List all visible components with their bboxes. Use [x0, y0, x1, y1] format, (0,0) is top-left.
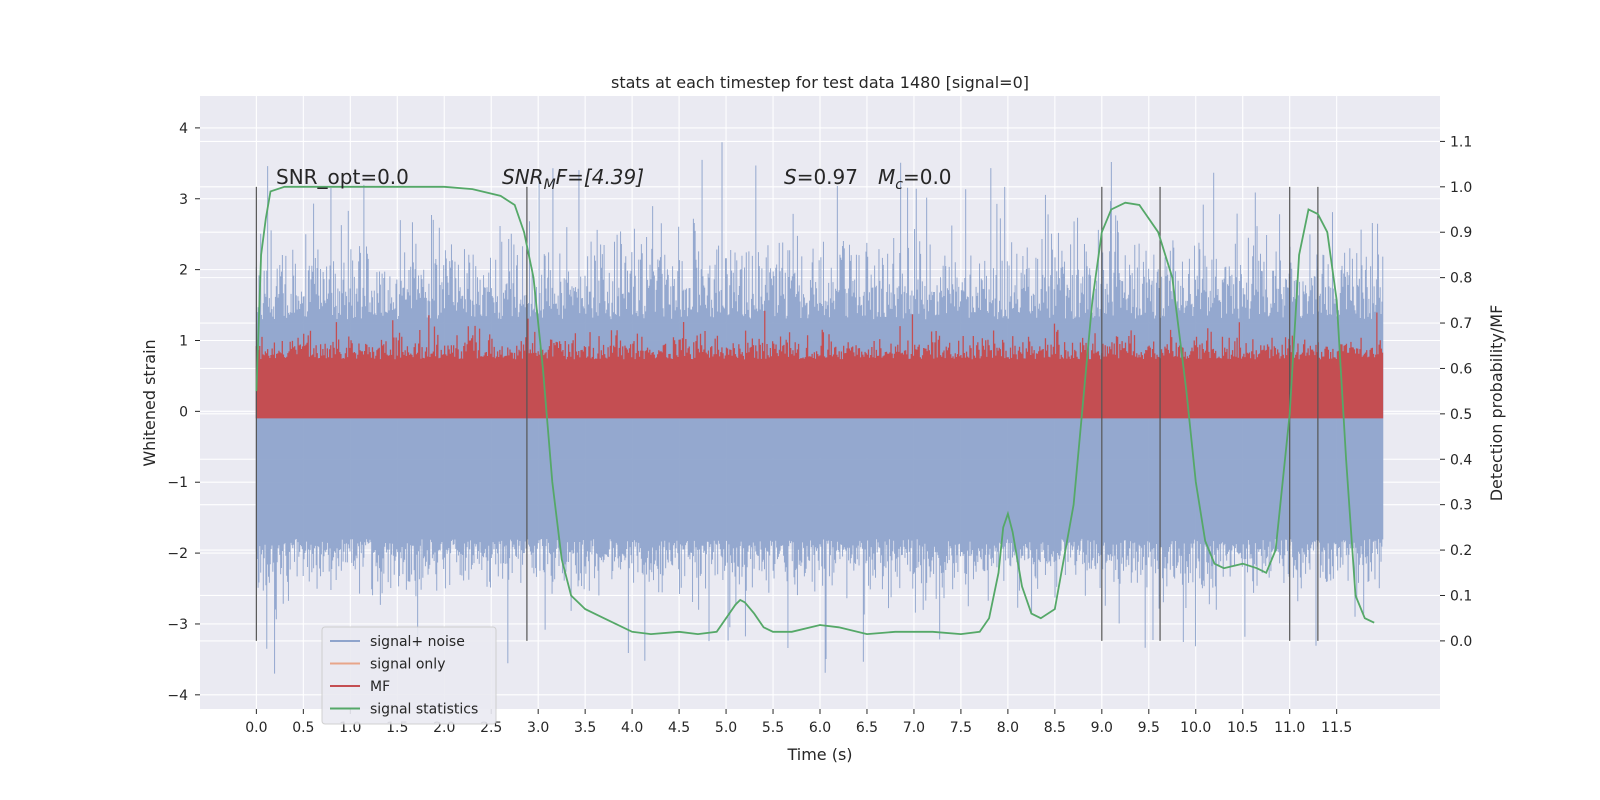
- y2-tick-label: 0.5: [1450, 407, 1472, 423]
- y-tick-label: 1: [179, 333, 188, 349]
- annotation-s: S=0.97: [784, 165, 858, 189]
- x-tick-label: 3.0: [527, 720, 549, 736]
- y-tick-label: −4: [167, 688, 188, 704]
- y2-tick-label: 0.6: [1450, 361, 1472, 377]
- y-axis-label: Whitened strain: [140, 339, 159, 466]
- y-tick-label: 2: [179, 263, 188, 279]
- annotation-snr-mf: SNRMF=[4.39]: [502, 165, 644, 193]
- y-tick-label: 4: [179, 121, 188, 137]
- y2-tick-label: 0.7: [1450, 316, 1472, 332]
- legend-entry: MF: [370, 679, 390, 695]
- x-tick-label: 4.5: [668, 720, 690, 736]
- x-tick-label: 9.0: [1091, 720, 1113, 736]
- x-tick-label: 7.0: [903, 720, 925, 736]
- chart-title: stats at each timestep for test data 148…: [611, 73, 1029, 92]
- y2-tick-label: 0.1: [1450, 588, 1472, 604]
- y2-axis-ticks: 1.1 1.0 0.9 0.8 0.7 0.6 0.5 0.4 0.3 0.2 0.1 0.0: [1440, 134, 1472, 650]
- annotation-mc: Mc=0.0: [878, 165, 952, 193]
- x-tick-label: 11.5: [1321, 720, 1352, 736]
- x-tick-label: 0.0: [245, 720, 267, 736]
- x-tick-label: 10.0: [1180, 720, 1211, 736]
- signal-statistics-line: [255, 185, 1375, 636]
- y2-tick-label: 0.0: [1450, 634, 1472, 650]
- annotation-snr-opt: SNR_opt=0.0: [276, 165, 409, 189]
- x-tick-label: 9.5: [1138, 720, 1160, 736]
- x-tick-label: 8.0: [997, 720, 1019, 736]
- signal-statistics-series-group: [255, 185, 1375, 636]
- x-tick-label: 5.5: [762, 720, 784, 736]
- x-tick-label: 6.0: [809, 720, 831, 736]
- y2-tick-label: 0.4: [1450, 452, 1472, 468]
- y-tick-label: −1: [167, 475, 188, 491]
- x-tick-label: 7.5: [950, 720, 972, 736]
- y2-tick-label: 1.1: [1450, 134, 1472, 150]
- y2-tick-label: 0.9: [1450, 225, 1472, 241]
- x-tick-label: 11.0: [1274, 720, 1305, 736]
- y2-tick-label: 0.3: [1450, 498, 1472, 514]
- y-tick-label: 3: [179, 192, 188, 208]
- vertical-marker-lines: [255, 186, 1319, 641]
- legend-box: [321, 626, 497, 725]
- y2-tick-label: 0.8: [1450, 271, 1472, 287]
- y-axis-ticks: 4 3 2 1 0 −1 −2 −3 −4: [167, 121, 200, 704]
- x-tick-label: 8.5: [1044, 720, 1066, 736]
- y-tick-label: −3: [167, 617, 188, 633]
- y-tick-label: 0: [179, 404, 188, 420]
- x-tick-label: 6.5: [856, 720, 878, 736]
- x-axis-ticks: 0.0 0.5 1.0 1.5 2.0 2.5 3.0 3.5 4.0 4.5 5.0 5.5 6.0 6…: [245, 709, 1352, 736]
- legend: signal+ noise signal only MF signal statist…: [321, 626, 497, 725]
- x-tick-label: 0.5: [292, 720, 314, 736]
- x-axis-label: Time (s): [786, 745, 852, 764]
- legend-entry: signal only: [370, 657, 445, 673]
- x-tick-label: 3.5: [574, 720, 596, 736]
- x-tick-label: 10.5: [1227, 720, 1258, 736]
- y2-axis-label: Detection probability/MF: [1487, 305, 1506, 502]
- legend-entry: signal statistics: [370, 702, 478, 718]
- y-tick-label: −2: [167, 546, 188, 562]
- y2-tick-label: 0.2: [1450, 543, 1472, 559]
- x-tick-label: 4.0: [621, 720, 643, 736]
- y2-tick-label: 1.0: [1450, 180, 1472, 196]
- x-tick-label: 5.0: [715, 720, 737, 736]
- legend-entry: signal+ noise: [370, 634, 465, 650]
